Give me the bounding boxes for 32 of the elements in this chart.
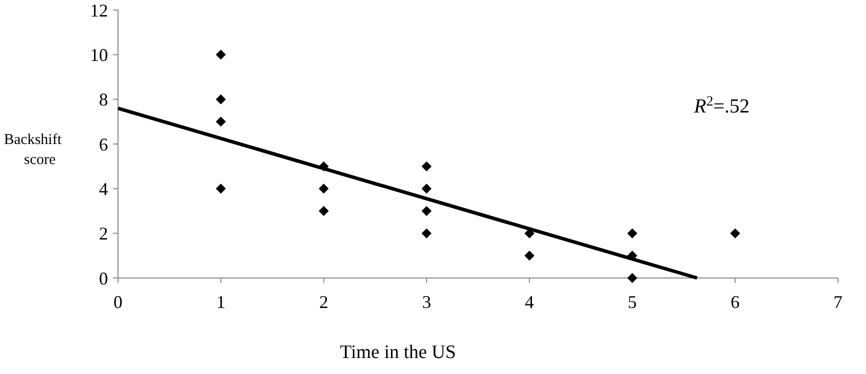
point xyxy=(216,184,226,194)
x-tick-label: 6 xyxy=(730,292,740,312)
point xyxy=(216,116,226,127)
point xyxy=(730,228,740,238)
annotation: R$^{2}$=.52 xyxy=(693,94,750,118)
y-tick-label: 6 xyxy=(99,134,108,154)
y-tick-label: 4 xyxy=(99,178,108,199)
point xyxy=(422,206,432,216)
x-tick-label: 4 xyxy=(524,292,534,312)
y-axis-title: Backshift score xyxy=(4,132,62,168)
x-tick-label: 1 xyxy=(216,292,226,312)
point xyxy=(318,184,329,194)
point xyxy=(627,273,638,283)
x-axis-title: Time in the US xyxy=(340,342,456,363)
y-tick-label: 2 xyxy=(99,224,108,244)
y-tick-label: 12 xyxy=(90,0,108,20)
x-tick-label: 5 xyxy=(628,292,637,312)
point xyxy=(627,228,638,238)
y-tick-label: 8 xyxy=(99,90,108,110)
point xyxy=(422,161,432,172)
point xyxy=(318,206,329,216)
point xyxy=(216,50,226,60)
point xyxy=(422,228,432,238)
x-tick-label: 3 xyxy=(422,292,432,312)
point xyxy=(216,94,226,104)
x-tick-label: 0 xyxy=(114,292,122,312)
y-tick-label: 10 xyxy=(90,44,108,65)
point xyxy=(422,184,432,194)
y-tick-label: 0 xyxy=(99,268,108,288)
point xyxy=(524,250,534,261)
x-tick-label: 7 xyxy=(834,292,842,312)
x-tick-label: 2 xyxy=(319,292,328,312)
